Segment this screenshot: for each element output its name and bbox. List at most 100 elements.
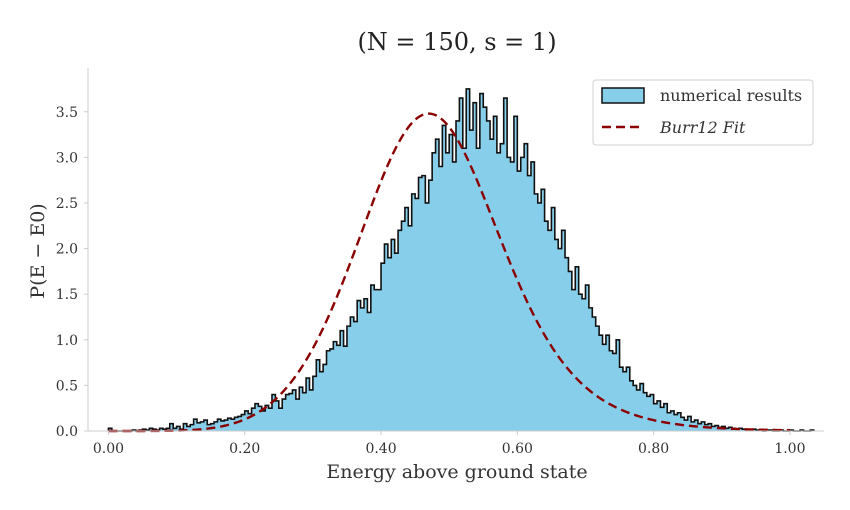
x-tick-label: 0.60	[502, 441, 533, 457]
histogram-bar	[186, 426, 191, 431]
histogram-bar	[306, 378, 310, 431]
histogram-bar	[500, 143, 505, 432]
y-tick-label: 0.0	[56, 424, 78, 440]
histogram-bar	[752, 429, 757, 431]
histogram-bar	[108, 428, 113, 431]
y-tick-label: 3.0	[56, 150, 78, 166]
histogram-bar	[697, 423, 702, 431]
histogram-bar	[612, 353, 617, 431]
histogram-bar	[599, 335, 603, 431]
histogram-bar	[193, 419, 198, 431]
histogram-bar	[527, 175, 532, 431]
histogram-bar	[711, 426, 716, 431]
histogram-bar	[473, 102, 477, 431]
histogram-bar	[299, 387, 303, 431]
histogram-bar	[622, 371, 627, 431]
histogram-bar	[384, 244, 389, 431]
histogram-bar	[340, 330, 344, 431]
histogram-bar	[609, 350, 614, 431]
legend-label-numerical-results: numerical results	[660, 86, 802, 105]
histogram-bar	[476, 148, 481, 432]
histogram-bar	[520, 157, 525, 432]
histogram-bar	[425, 202, 430, 431]
histogram-bar	[602, 344, 607, 431]
histogram-bar	[534, 193, 539, 431]
histogram-bar	[421, 175, 426, 431]
histogram-bar	[203, 420, 208, 431]
histogram-bar	[360, 307, 365, 431]
histogram-bars	[108, 88, 815, 432]
histogram-bar	[483, 107, 487, 431]
histogram-bar	[329, 348, 334, 431]
histogram-bar	[496, 152, 501, 432]
histogram-bar	[265, 405, 269, 431]
y-tick-label: 2.5	[56, 196, 78, 212]
histogram-bar	[357, 300, 361, 431]
histogram-bar	[302, 392, 307, 431]
histogram-bar	[200, 421, 205, 431]
histogram-bar	[367, 312, 372, 431]
legend: numerical results Burr12 Fit	[592, 79, 814, 146]
y-tick-label: 1.5	[56, 287, 78, 303]
histogram-bar	[394, 253, 399, 431]
histogram-bar	[169, 423, 174, 431]
histogram-bar	[674, 414, 678, 431]
histogram-bar	[411, 193, 416, 431]
histogram-bar	[663, 403, 668, 431]
histogram-bar	[466, 88, 470, 431]
histogram-bar	[176, 426, 181, 431]
histogram-bar	[350, 316, 355, 431]
legend-label-burr12-fit: Burr12 Fit	[659, 118, 746, 137]
histogram-bar	[295, 399, 300, 431]
histogram-bar	[554, 239, 559, 431]
histogram-bar	[575, 266, 579, 431]
histogram-bar	[316, 359, 321, 431]
histogram-bar	[254, 403, 259, 431]
histogram-bar	[687, 416, 692, 431]
histogram-outline	[107, 88, 815, 432]
histogram-bar	[714, 425, 719, 431]
histogram-bar	[524, 143, 528, 432]
chart-title: (N = 150, s = 1)	[357, 28, 556, 56]
y-tick-label: 1.0	[56, 333, 78, 349]
legend-box	[592, 79, 814, 146]
histogram-bar	[227, 418, 232, 431]
histogram-bar	[548, 230, 552, 431]
histogram-bar	[585, 285, 590, 431]
histogram-bar	[633, 385, 637, 431]
histogram-bar	[398, 230, 402, 431]
histogram-bar	[231, 419, 235, 431]
histogram-bar	[241, 414, 246, 431]
histogram-bar	[234, 417, 239, 431]
histogram-bar	[289, 393, 293, 431]
histogram-bar	[595, 326, 600, 431]
histogram-bar	[616, 339, 620, 431]
histogram-bar	[432, 152, 436, 432]
histogram-bar	[258, 406, 263, 431]
histogram-bar	[452, 161, 457, 432]
histogram-bar	[237, 416, 242, 431]
histogram-bar	[319, 371, 324, 431]
histogram-bar	[438, 166, 443, 432]
histogram-bar	[343, 346, 348, 431]
histogram-bar	[404, 207, 409, 431]
histogram-bar	[510, 161, 515, 432]
histogram-bar	[486, 120, 491, 431]
histogram-bar	[493, 116, 498, 431]
histogram-bar	[387, 257, 392, 431]
histogram-bar	[462, 148, 467, 432]
x-tick-label: 0.80	[638, 441, 669, 457]
y-tick-label: 0.5	[56, 378, 78, 394]
histogram-bar	[565, 257, 569, 431]
histogram-bar	[353, 321, 358, 431]
histogram-bar	[725, 428, 729, 431]
histogram-bar	[278, 408, 283, 431]
histogram-bar	[541, 189, 545, 431]
histogram-bar	[592, 316, 597, 431]
y-tick-label: 2.0	[56, 242, 78, 258]
histogram-bar	[336, 345, 341, 431]
histogram-bar	[346, 326, 351, 431]
histogram-bar	[183, 423, 188, 431]
histogram-bar	[445, 152, 450, 432]
